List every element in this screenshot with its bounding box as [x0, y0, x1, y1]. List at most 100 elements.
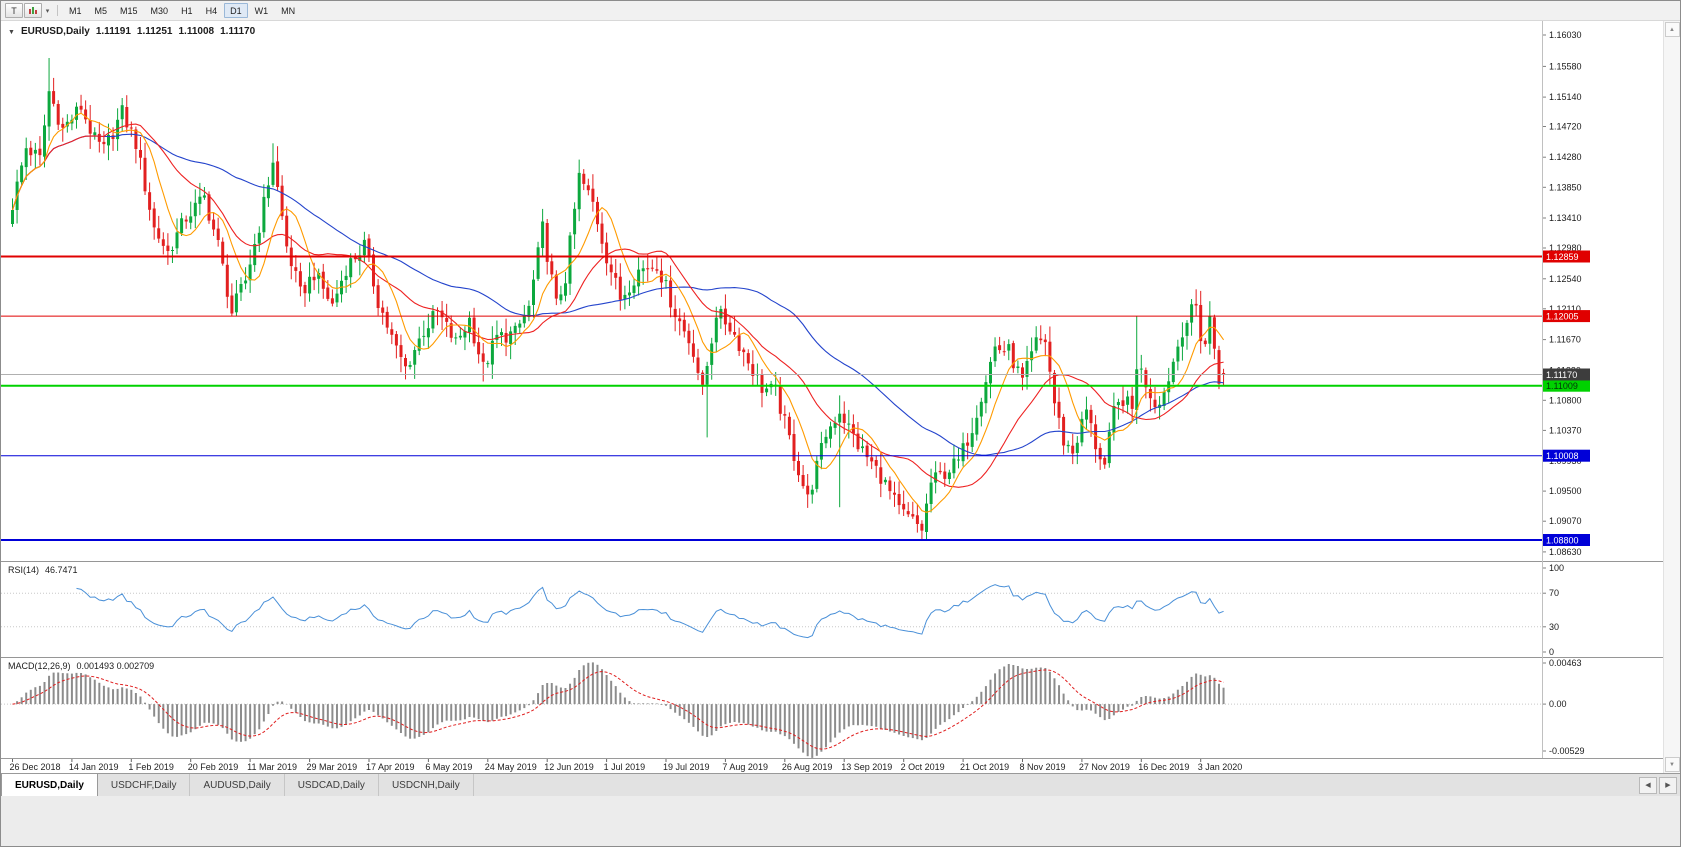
timeframe-mn[interactable]: MN	[281, 5, 296, 16]
svg-text:1.15140: 1.15140	[1549, 92, 1582, 102]
svg-text:1.12980: 1.12980	[1549, 243, 1582, 253]
svg-text:0.00: 0.00	[1549, 699, 1567, 709]
svg-text:1.16030: 1.16030	[1549, 30, 1582, 40]
svg-text:1.13410: 1.13410	[1549, 213, 1582, 223]
templates-button[interactable]: T	[5, 3, 23, 18]
candles-icon	[29, 6, 37, 14]
tab-scroll-left-icon[interactable]: ◀	[1639, 776, 1657, 794]
svg-text:1.10800: 1.10800	[1549, 395, 1582, 405]
tab-eurusd-daily[interactable]: EURUSD,Daily	[1, 774, 98, 796]
macd-histogram	[16, 662, 1225, 758]
macd-signal-line	[12, 669, 1224, 750]
svg-text:27 Nov 2019: 27 Nov 2019	[1079, 762, 1130, 772]
svg-text:70: 70	[1549, 588, 1559, 598]
timeframe-m5[interactable]: M5	[94, 5, 108, 16]
svg-text:12 Jun 2019: 12 Jun 2019	[544, 762, 594, 772]
candles-layer	[11, 58, 1226, 541]
svg-text:1.08630: 1.08630	[1549, 547, 1582, 557]
timeframe-h1[interactable]: H1	[181, 5, 193, 16]
svg-text:0: 0	[1549, 647, 1554, 657]
svg-text:16 Dec 2019: 16 Dec 2019	[1138, 762, 1189, 772]
svg-text:1.12110: 1.12110	[1549, 304, 1581, 314]
rsi-header: RSI(14) 46.7471	[8, 565, 78, 575]
timeframe-m15[interactable]: M15	[120, 5, 138, 16]
timeframe-w1[interactable]: W1	[254, 5, 269, 16]
tab-usdchf-daily[interactable]: USDCHF,Daily	[97, 774, 191, 796]
axis-price-label	[1543, 449, 1590, 462]
time-axis[interactable]: 26 Dec 2018 14 Jan 2019 1 Feb 2019 20 Feb 2…	[1, 758, 1680, 773]
axis-price-label	[1543, 310, 1590, 323]
scroll-down-icon[interactable]: ▼	[1664, 757, 1680, 772]
svg-text:1 Jul 2019: 1 Jul 2019	[604, 762, 646, 772]
svg-text:1.12005: 1.12005	[1546, 312, 1579, 322]
main-price-chart[interactable]: 1.16030 1.15580 1.15140 1.14720 1.14280 1.138…	[1, 21, 1680, 561]
symbol-title: EURUSD,Daily	[20, 26, 90, 37]
timeframe-m1[interactable]: M1	[69, 5, 82, 16]
macd-value: 0.001493 0.002709	[76, 661, 155, 671]
svg-text:1.09070: 1.09070	[1549, 516, 1582, 526]
vertical-scrollbar[interactable]: ▲ ▼	[1663, 21, 1680, 773]
axis-price-label	[1543, 368, 1590, 381]
chevron-down-icon[interactable]: ▾	[45, 7, 50, 15]
chart-area[interactable]: 1.16030 1.15580 1.15140 1.14720 1.14280 1.138…	[1, 21, 1680, 774]
tab-scroll-right-icon[interactable]: ▶	[1659, 776, 1677, 794]
svg-text:1.08800: 1.08800	[1546, 536, 1579, 546]
svg-text:1 Feb 2019: 1 Feb 2019	[128, 762, 174, 772]
svg-text:100: 100	[1549, 563, 1564, 573]
rsi-value: 46.7471	[45, 565, 78, 575]
quote-close: 1.11170	[220, 26, 256, 37]
axis-price-label	[1543, 250, 1590, 263]
svg-text:21 Oct 2019: 21 Oct 2019	[960, 762, 1009, 772]
svg-text:1.14280: 1.14280	[1549, 152, 1582, 162]
ma-line-8	[11, 112, 1225, 513]
svg-text:0.00463: 0.00463	[1549, 658, 1582, 668]
svg-text:1.11170: 1.11170	[1546, 370, 1577, 380]
macd-indicator-panel[interactable]: 0.00463 0.00 -0.00529	[1, 657, 1680, 758]
scroll-up-icon[interactable]: ▲	[1664, 22, 1680, 37]
quote-high: 1.11251	[136, 26, 173, 37]
svg-text:20 Feb 2019: 20 Feb 2019	[188, 762, 239, 772]
svg-text:19 Jul 2019: 19 Jul 2019	[663, 762, 710, 772]
svg-text:2 Oct 2019: 2 Oct 2019	[901, 762, 945, 772]
svg-text:1.10370: 1.10370	[1549, 425, 1582, 435]
svg-text:-0.00529: -0.00529	[1549, 746, 1585, 756]
ma-line-50	[11, 133, 1224, 456]
svg-text:3 Jan 2020: 3 Jan 2020	[1198, 762, 1243, 772]
svg-text:26 Aug 2019: 26 Aug 2019	[782, 762, 833, 772]
status-area	[1, 796, 1680, 846]
chart-mode-button[interactable]	[24, 3, 42, 18]
tab-bar: EURUSD,Daily USDCHF,Daily AUDUSD,Daily U…	[1, 774, 1680, 796]
svg-text:1.12859: 1.12859	[1546, 252, 1579, 262]
svg-text:1.13850: 1.13850	[1549, 182, 1582, 192]
rsi-label: RSI(14)	[8, 565, 40, 575]
timeframe-h4[interactable]: H4	[205, 5, 218, 16]
ma-line-21	[11, 123, 1224, 488]
macd-label: MACD(12,26,9)	[8, 661, 71, 671]
tab-usdcad-daily[interactable]: USDCAD,Daily	[284, 774, 379, 796]
svg-text:1.11670: 1.11670	[1549, 335, 1581, 345]
svg-text:13 Sep 2019: 13 Sep 2019	[841, 762, 892, 772]
axis-price-label	[1543, 379, 1590, 392]
toolbar-divider	[57, 5, 58, 16]
svg-text:1.09500: 1.09500	[1549, 486, 1582, 496]
svg-text:29 Mar 2019: 29 Mar 2019	[307, 762, 358, 772]
rsi-indicator-panel[interactable]: 100 70 30 0	[1, 561, 1680, 657]
svg-text:24 May 2019: 24 May 2019	[485, 762, 537, 772]
tab-scroll-controls: ◀ ▶	[1636, 774, 1680, 796]
svg-text:17 Apr 2019: 17 Apr 2019	[366, 762, 415, 772]
tab-usdcnh-daily[interactable]: USDCNH,Daily	[378, 774, 474, 796]
tab-audusd-daily[interactable]: AUDUSD,Daily	[190, 774, 285, 796]
svg-text:30: 30	[1549, 622, 1559, 632]
svg-text:1.12540: 1.12540	[1549, 274, 1582, 284]
svg-text:8 Nov 2019: 8 Nov 2019	[1019, 762, 1065, 772]
timeframe-m30[interactable]: M30	[150, 5, 169, 16]
svg-text:1.15580: 1.15580	[1549, 61, 1582, 71]
timeframe-d1[interactable]: D1	[224, 3, 248, 18]
svg-text:26 Dec 2018: 26 Dec 2018	[10, 762, 61, 772]
svg-text:1.14720: 1.14720	[1549, 121, 1582, 131]
svg-text:1.10008: 1.10008	[1546, 451, 1579, 461]
collapse-icon[interactable]: ▼	[8, 29, 15, 36]
svg-text:11 Mar 2019: 11 Mar 2019	[247, 762, 297, 772]
quote-open: 1.11191	[95, 26, 131, 37]
